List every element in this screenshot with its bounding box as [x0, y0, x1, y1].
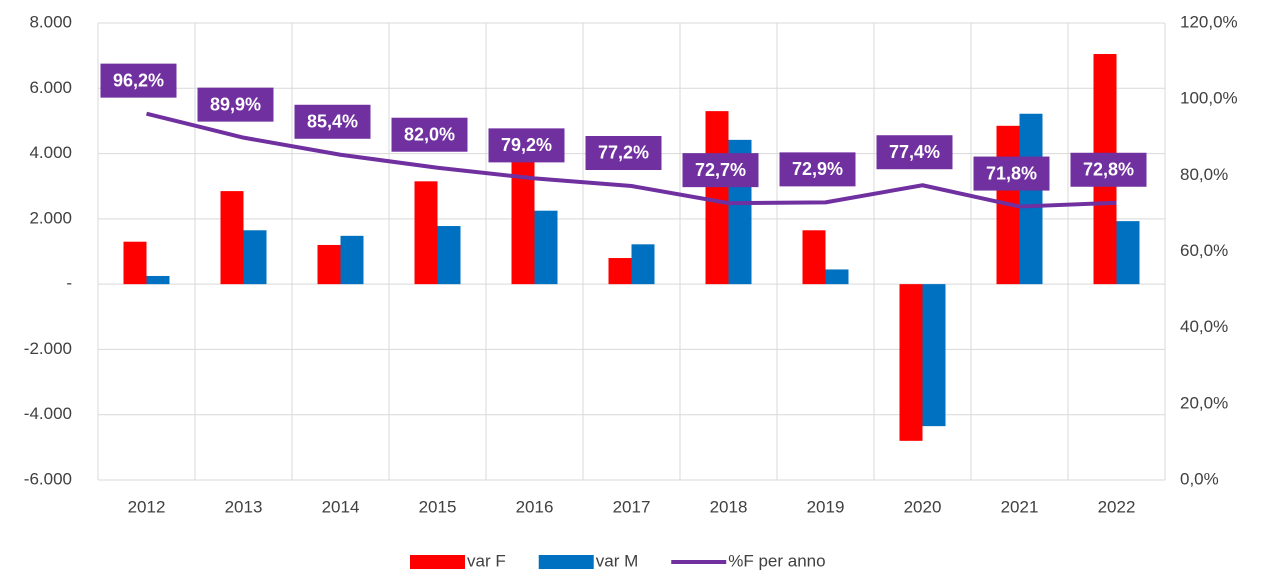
bar [243, 230, 267, 285]
x-tick-label: 2020 [904, 497, 942, 516]
bar [146, 275, 170, 285]
y2-tick-label: 60,0% [1180, 241, 1228, 260]
y-tick-label: -4.000 [24, 404, 72, 423]
y-tick-label: -6.000 [24, 469, 72, 488]
bar [414, 181, 438, 285]
x-tick-label: 2014 [322, 497, 360, 516]
y2-tick-label: 120,0% [1180, 12, 1238, 31]
data-label-box [1070, 152, 1147, 187]
x-tick-label: 2017 [613, 497, 651, 516]
data-label-box [294, 104, 371, 139]
legend-swatch [538, 555, 594, 569]
y-tick-label: - [66, 274, 72, 293]
data-label-box [488, 128, 565, 163]
data-label: 85,4% [307, 112, 358, 132]
y2-tick-label: 20,0% [1180, 393, 1228, 412]
bar [437, 226, 461, 285]
data-label: 82,0% [404, 124, 455, 144]
data-label: 79,2% [501, 135, 552, 155]
y2-tick-label: 40,0% [1180, 317, 1228, 336]
x-tick-label: 2012 [128, 497, 166, 516]
data-label-box [682, 153, 759, 188]
data-label-box [779, 152, 856, 187]
data-label-box [876, 135, 953, 170]
bar [340, 235, 364, 285]
legend-label: var M [596, 551, 639, 570]
legend-label: %F per anno [728, 551, 825, 570]
data-label-box [391, 117, 468, 152]
x-tick-label: 2016 [516, 497, 554, 516]
data-label: 72,8% [1083, 160, 1134, 180]
x-tick-label: 2018 [710, 497, 748, 516]
y2-tick-label: 100,0% [1180, 89, 1238, 108]
data-label: 72,9% [792, 159, 843, 179]
x-tick-label: 2013 [225, 497, 263, 516]
bar [220, 191, 244, 285]
data-label-box [197, 87, 274, 122]
data-label: 89,9% [210, 94, 261, 114]
data-label: 77,2% [598, 143, 649, 163]
x-tick-label: 2021 [1001, 497, 1039, 516]
y2-tick-label: 80,0% [1180, 165, 1228, 184]
line [146, 111, 1117, 209]
bar [631, 244, 655, 285]
legend-swatch [410, 555, 465, 569]
bar [825, 269, 849, 285]
y-tick-label: -2.000 [24, 339, 72, 358]
data-label-box [100, 63, 177, 98]
bar [802, 230, 826, 285]
x-tick-label: 2015 [419, 497, 457, 516]
bar [534, 210, 558, 285]
bar [608, 258, 632, 285]
bar [1019, 113, 1043, 285]
y-tick-label: 8.000 [29, 12, 72, 31]
data-label: 72,7% [695, 160, 746, 180]
y2-tick-label: 0,0% [1180, 469, 1219, 488]
y-tick-label: 4.000 [29, 143, 72, 162]
data-label-box [585, 135, 662, 170]
bar [1116, 221, 1140, 285]
data-label: 71,8% [986, 163, 1037, 183]
bar [123, 241, 147, 285]
bar [705, 111, 729, 285]
bar [899, 284, 923, 441]
legend-label: var F [467, 551, 506, 570]
bar [317, 244, 341, 285]
data-label: 77,4% [889, 142, 940, 162]
data-label: 96,2% [113, 70, 164, 90]
x-tick-label: 2022 [1098, 497, 1136, 516]
y-tick-label: 2.000 [29, 208, 72, 227]
x-tick-label: 2019 [807, 497, 845, 516]
y-tick-label: 6.000 [29, 78, 72, 97]
bar [511, 160, 535, 285]
data-label-box [973, 156, 1050, 191]
bar [922, 284, 946, 427]
